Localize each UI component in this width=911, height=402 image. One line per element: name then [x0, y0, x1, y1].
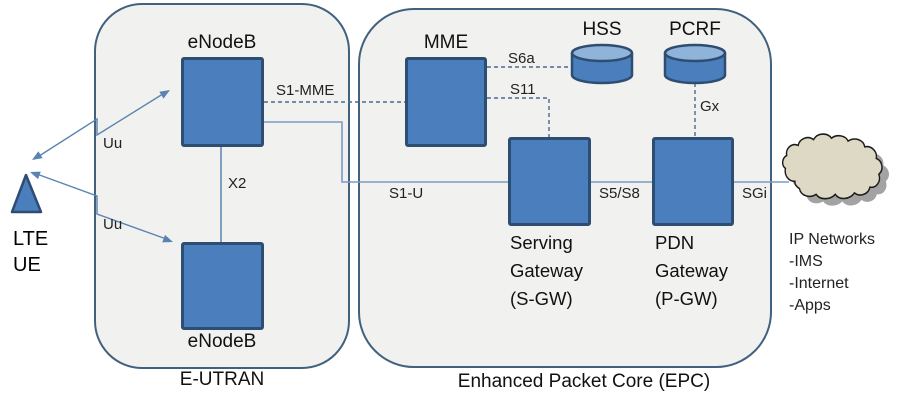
pdn-gateway-node	[652, 137, 734, 226]
hss-database-icon	[570, 43, 634, 85]
serving-gateway-label: Serving Gateway (S-GW)	[510, 229, 583, 313]
ue-label-ue: UE	[13, 254, 41, 276]
ue-label-lte: LTE	[13, 228, 49, 250]
mme-node	[405, 57, 487, 147]
uu-link-bottom	[33, 172, 170, 241]
uu-top-arrowhead-right	[159, 90, 170, 99]
s11-label: S11	[510, 81, 536, 98]
serving-gateway-label-line1: Serving	[510, 232, 573, 253]
ip-networks-cloud-icon	[781, 133, 883, 200]
enodeb-top-node	[181, 57, 264, 147]
pdn-gateway-label: PDN Gateway (P-GW)	[655, 229, 728, 313]
pdn-gateway-label-line2: Gateway	[655, 260, 729, 281]
pdn-gateway-label-line3: (P-GW)	[655, 288, 718, 309]
s1-mme-label: S1-MME	[276, 82, 335, 99]
uu-bottom-label: Uu	[103, 216, 123, 233]
eutran-label: E-UTRAN	[179, 369, 265, 390]
x2-label: X2	[228, 175, 247, 192]
enodeb-top-label: eNodeB	[187, 32, 257, 53]
ip-networks-item-internet: -Internet	[789, 275, 849, 292]
sgi-label: SGi	[742, 185, 768, 202]
uu-link-top	[35, 91, 167, 159]
pcrf-database-icon	[663, 43, 727, 85]
ip-networks-title: IP Networks	[789, 231, 875, 248]
enodeb-bottom-node	[181, 242, 264, 330]
ue-device-icon	[10, 173, 43, 214]
enodeb-bottom-label: eNodeB	[187, 331, 257, 352]
ip-networks-item-apps: -Apps	[789, 297, 831, 314]
ip-networks-text-block: IP Networks -IMS -Internet -Apps	[789, 229, 875, 317]
serving-gateway-label-line2: Gateway	[510, 260, 584, 281]
uu-top-arrowhead-left	[32, 151, 43, 160]
uu-top-label: Uu	[103, 135, 123, 152]
mme-label: MME	[423, 32, 469, 53]
uu-bottom-arrowhead-left	[30, 171, 41, 180]
pdn-gateway-label-line1: PDN	[655, 232, 695, 253]
serving-gateway-label-line3: (S-GW)	[510, 288, 573, 309]
s1-u-label: S1-U	[389, 185, 424, 202]
uu-bottom-arrowhead-right	[162, 234, 173, 243]
gx-label: Gx	[700, 98, 720, 115]
serving-gateway-node	[508, 137, 591, 226]
s6a-label: S6a	[508, 50, 535, 67]
s11-link	[487, 97, 550, 137]
s5-s8-label: S5/S8	[599, 185, 640, 202]
epc-label: Enhanced Packet Core (EPC)	[457, 371, 711, 392]
pcrf-label: PCRF	[669, 19, 721, 40]
ip-networks-item-ims: -IMS	[789, 253, 823, 270]
hss-label: HSS	[582, 19, 622, 40]
